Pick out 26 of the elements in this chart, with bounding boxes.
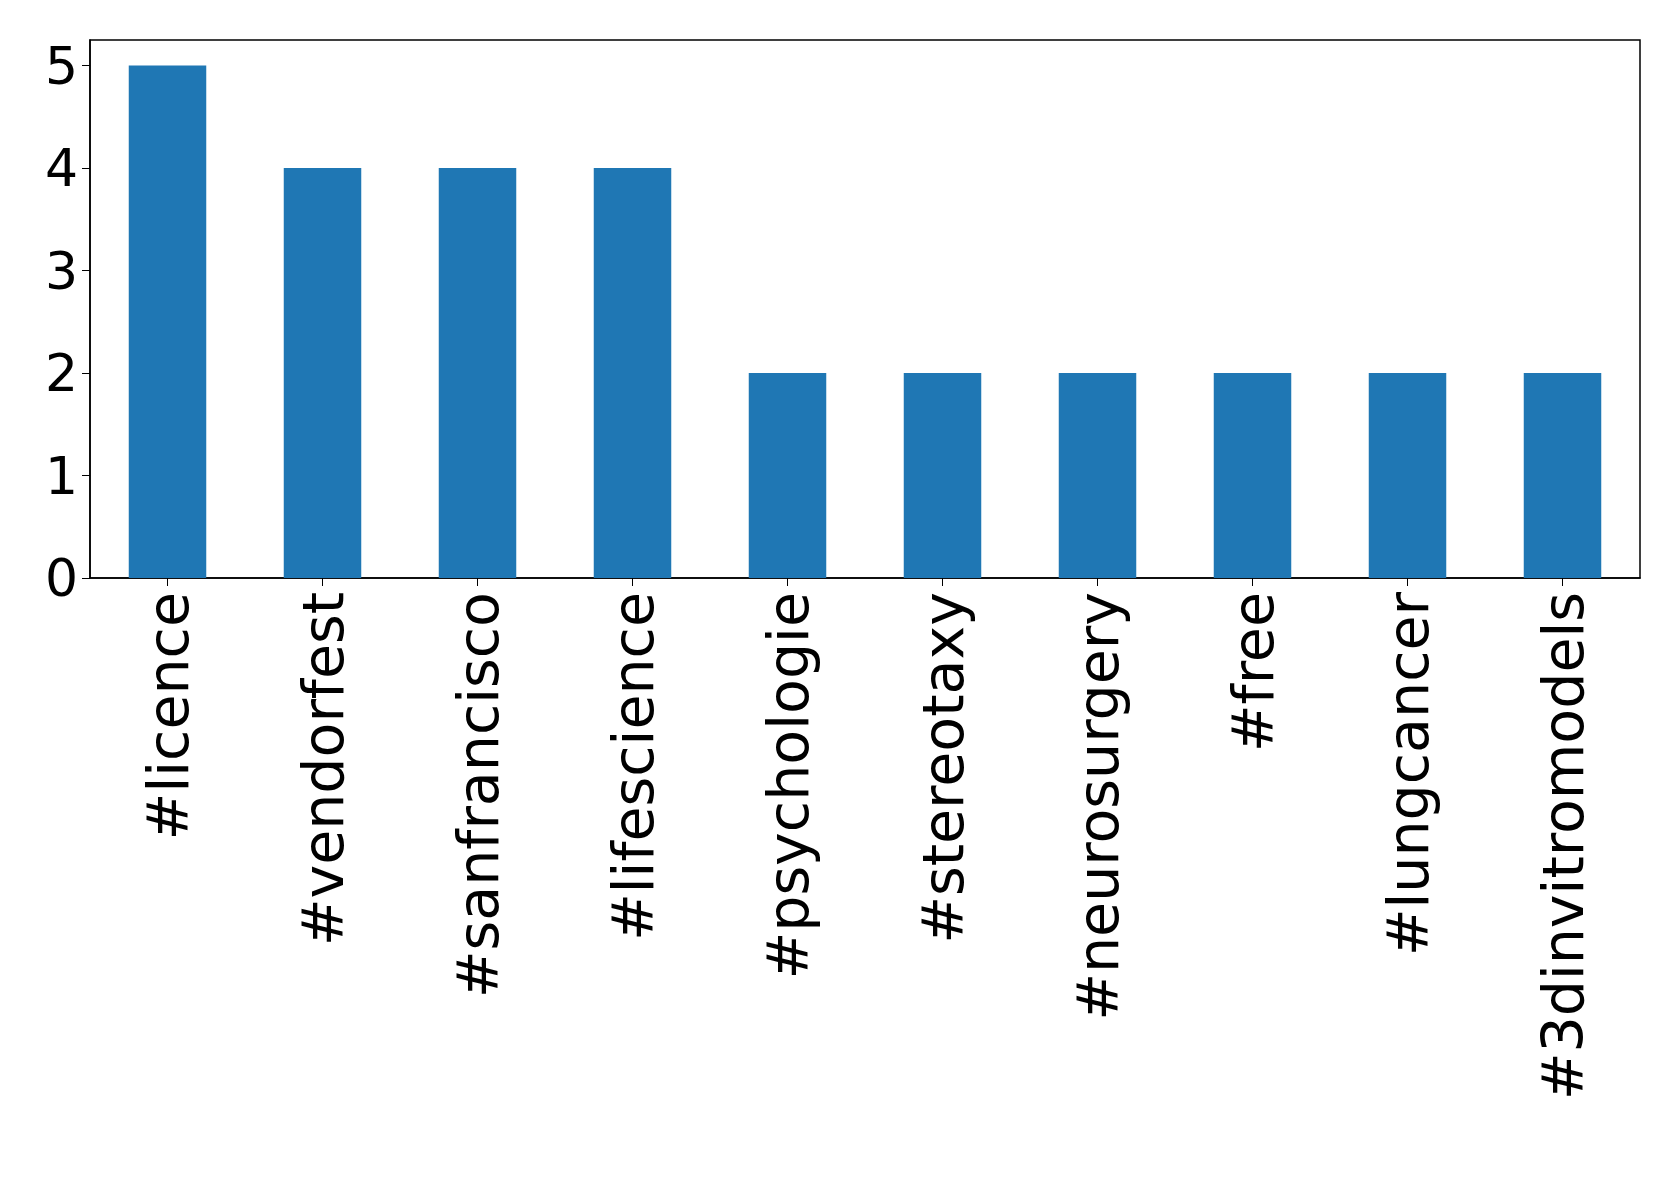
y-tick-label: 2 [44, 343, 78, 404]
bar [748, 373, 827, 578]
x-tick-label: #free [1219, 592, 1286, 753]
bar [593, 168, 672, 578]
bar [1058, 373, 1137, 578]
y-tick-label: 1 [44, 445, 78, 506]
bar [438, 168, 517, 578]
x-tick-label: #lifescience [599, 592, 666, 942]
x-tick-label: #stereotaxy [909, 592, 976, 944]
y-tick-label: 3 [44, 240, 78, 301]
bar [1523, 373, 1602, 578]
bar [903, 373, 982, 578]
bar [1213, 373, 1292, 578]
bar [128, 65, 207, 578]
bar [1368, 373, 1447, 578]
x-tick-label: #3dinvitromodels [1529, 592, 1596, 1101]
x-tick-label: #licence [134, 592, 201, 841]
x-tick-label: #psychologie [754, 592, 821, 980]
y-tick-label: 0 [44, 548, 78, 608]
x-tick-label: #lungcancer [1374, 591, 1441, 957]
y-tick-label: 4 [44, 138, 78, 199]
x-tick-label: #neurosurgery [1064, 592, 1131, 1021]
bar [283, 168, 362, 578]
x-tick-label: #sanfrancisco [444, 592, 511, 999]
x-tick-label: #vendorfest [289, 592, 356, 947]
y-tick-label: 5 [44, 35, 78, 96]
